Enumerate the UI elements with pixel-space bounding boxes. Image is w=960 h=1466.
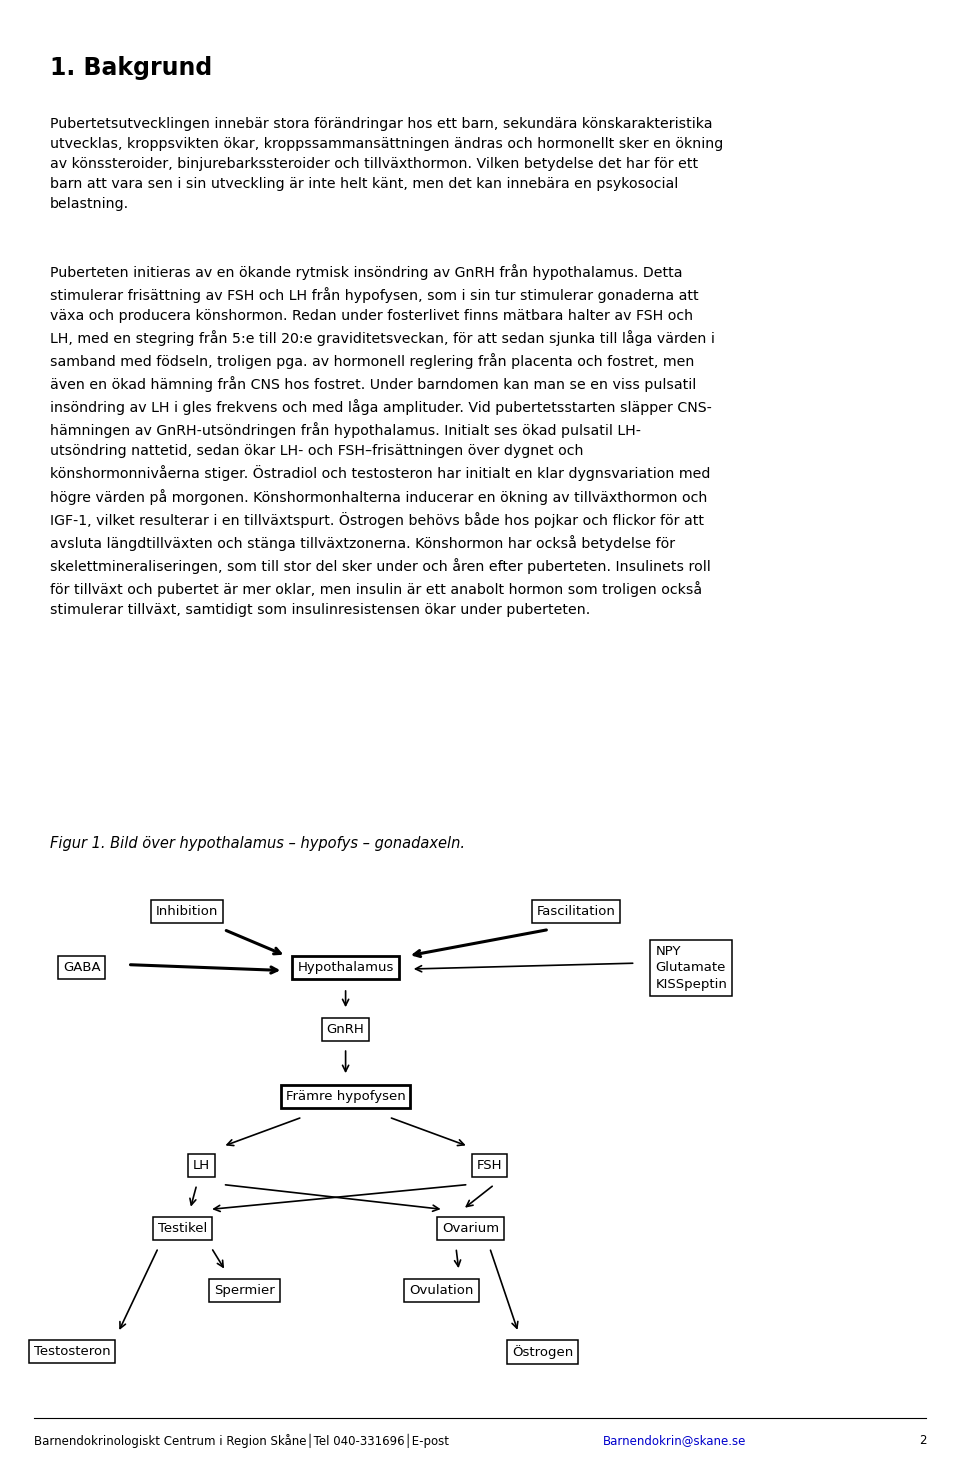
Text: Pubertetsutvecklingen innebär stora förändringar hos ett barn, sekundära könskar: Pubertetsutvecklingen innebär stora förä… — [50, 117, 723, 211]
Text: GABA: GABA — [62, 962, 101, 973]
Text: FSH: FSH — [477, 1160, 502, 1171]
Text: Puberteten initieras av en ökande rytmisk insöndring av GnRH från hypothalamus. : Puberteten initieras av en ökande rytmis… — [50, 264, 715, 617]
Text: 1. Bakgrund: 1. Bakgrund — [50, 56, 212, 79]
Text: Inhibition: Inhibition — [156, 906, 218, 918]
Text: LH: LH — [193, 1160, 210, 1171]
Text: Hypothalamus: Hypothalamus — [298, 962, 394, 973]
Text: Spermier: Spermier — [214, 1284, 276, 1296]
Text: GnRH: GnRH — [326, 1023, 365, 1035]
Text: Ovarium: Ovarium — [442, 1223, 499, 1234]
Text: Främre hypofysen: Främre hypofysen — [286, 1091, 405, 1102]
Text: Östrogen: Östrogen — [512, 1344, 573, 1359]
Text: Barnendokrinologiskt Centrum i Region Skåne│Tel 040-331696│E-post: Barnendokrinologiskt Centrum i Region Sk… — [34, 1434, 452, 1448]
Text: Testosteron: Testosteron — [34, 1346, 110, 1358]
Text: 2: 2 — [919, 1434, 926, 1447]
Text: Barnendokrin@skane.se: Barnendokrin@skane.se — [603, 1434, 746, 1447]
Text: NPY
Glutamate
KISSpeptin: NPY Glutamate KISSpeptin — [656, 944, 727, 991]
Text: Figur 1. Bild över hypothalamus – hypofys – gonadaxeln.: Figur 1. Bild över hypothalamus – hypofy… — [50, 836, 465, 850]
Text: Fascilitation: Fascilitation — [537, 906, 615, 918]
Text: Testikel: Testikel — [157, 1223, 207, 1234]
Text: Ovulation: Ovulation — [409, 1284, 474, 1296]
